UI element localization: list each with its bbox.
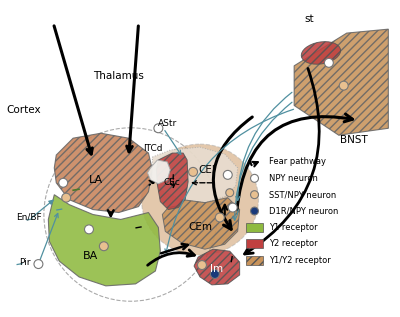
Text: CEm: CEm	[188, 223, 212, 232]
Circle shape	[210, 269, 219, 278]
Circle shape	[223, 171, 232, 179]
Bar	[246, 239, 264, 248]
Circle shape	[62, 193, 71, 202]
Text: D1R/NPY neuron: D1R/NPY neuron	[269, 207, 339, 216]
Circle shape	[250, 174, 258, 182]
Text: Pir: Pir	[20, 258, 31, 267]
Polygon shape	[156, 153, 188, 210]
Circle shape	[228, 203, 237, 212]
Circle shape	[226, 189, 234, 197]
Text: Thalamus: Thalamus	[93, 71, 144, 81]
Text: st: st	[304, 14, 314, 24]
Text: BA: BA	[83, 251, 98, 261]
Circle shape	[198, 261, 206, 269]
Circle shape	[339, 81, 348, 90]
Text: Im: Im	[210, 264, 224, 274]
Circle shape	[59, 178, 68, 187]
Text: LA: LA	[89, 175, 103, 185]
Polygon shape	[54, 133, 152, 212]
Circle shape	[99, 242, 108, 251]
Circle shape	[189, 167, 198, 176]
Polygon shape	[294, 29, 388, 135]
Polygon shape	[148, 160, 170, 184]
Text: Y1 receptor: Y1 receptor	[269, 223, 318, 232]
Text: Fear pathway: Fear pathway	[269, 158, 326, 166]
Bar	[246, 223, 264, 232]
Text: Y1/Y2 receptor: Y1/Y2 receptor	[269, 256, 331, 265]
Circle shape	[154, 124, 163, 133]
Polygon shape	[194, 249, 240, 285]
Polygon shape	[48, 195, 160, 286]
Polygon shape	[152, 147, 238, 203]
Text: CEI: CEI	[198, 165, 215, 175]
Text: ITCd: ITCd	[144, 144, 163, 152]
Ellipse shape	[142, 144, 258, 255]
Polygon shape	[162, 198, 240, 249]
Bar	[246, 256, 264, 265]
Text: NPY neuron: NPY neuron	[269, 174, 318, 183]
Text: En/BF: En/BF	[17, 213, 42, 222]
Circle shape	[215, 213, 224, 222]
Text: Cortex: Cortex	[6, 106, 41, 115]
Ellipse shape	[301, 42, 340, 64]
Circle shape	[250, 207, 258, 215]
Text: Y2 receptor: Y2 receptor	[269, 239, 318, 248]
Circle shape	[250, 191, 258, 199]
Circle shape	[84, 225, 94, 234]
Circle shape	[34, 260, 43, 268]
Text: CEc: CEc	[164, 178, 181, 187]
Text: SST/NPY neuron: SST/NPY neuron	[269, 190, 337, 199]
Circle shape	[324, 58, 333, 67]
Text: BNST: BNST	[340, 135, 368, 145]
Text: AStr: AStr	[158, 119, 178, 128]
